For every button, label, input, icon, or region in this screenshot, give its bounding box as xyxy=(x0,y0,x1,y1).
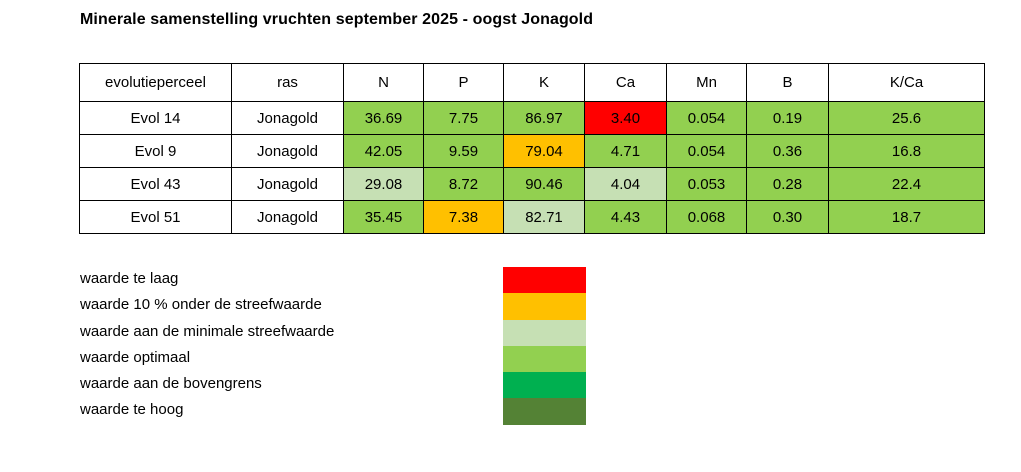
column-header-k-ca: K/Ca xyxy=(828,63,985,102)
table-row: Evol 43 Jonagold 29.08 8.72 90.46 4.04 0.053 0.… xyxy=(79,167,985,201)
legend-color-swatch xyxy=(503,398,586,425)
cell-value: 82.71 xyxy=(503,200,585,234)
legend-label: waarde optimaal xyxy=(80,348,191,366)
cell-value: 22.4 xyxy=(828,167,985,201)
cell-ras: Jonagold xyxy=(231,101,344,135)
cell-value: 0.054 xyxy=(666,101,747,135)
cell-value: 4.43 xyxy=(584,200,667,234)
legend-color-swatch xyxy=(503,345,586,373)
cell-value: 0.053 xyxy=(666,167,747,201)
legend-swatches xyxy=(503,267,586,425)
legend-label: waarde aan de minimale streefwaarde xyxy=(80,322,335,340)
cell-value: 4.04 xyxy=(584,167,667,201)
cell-value: 7.38 xyxy=(423,200,504,234)
cell-value: 0.054 xyxy=(666,134,747,168)
cell-value: 90.46 xyxy=(503,167,585,201)
cell-value: 79.04 xyxy=(503,134,585,168)
legend-color-swatch xyxy=(503,267,586,294)
table-row: Evol 14 Jonagold 36.69 7.75 86.97 3.40 0.054 0.… xyxy=(79,101,985,135)
report-title: Minerale samenstelling vruchten septembe… xyxy=(80,11,594,28)
cell-value: 3.40 xyxy=(584,101,667,135)
legend-color-swatch xyxy=(503,372,586,399)
cell-value: 18.7 xyxy=(828,200,985,234)
cell-value: 0.30 xyxy=(746,200,829,234)
mineral-table: evolutieperceel ras N P K Ca Mn B K/Ca Evol 14 Jo… xyxy=(79,63,985,234)
cell-value: 16.8 xyxy=(828,134,985,168)
cell-value: 36.69 xyxy=(343,101,424,135)
column-header-mn: Mn xyxy=(666,63,747,102)
table-row: Evol 9 Jonagold 42.05 9.59 79.04 4.71 0.054 0.3… xyxy=(79,134,985,168)
cell-value: 0.068 xyxy=(666,200,747,234)
column-header-ras: ras xyxy=(231,63,344,102)
cell-perceel: Evol 51 xyxy=(79,200,232,234)
legend-label: waarde te hoog xyxy=(80,401,184,419)
table-header: evolutieperceel ras N P K Ca Mn B K/Ca xyxy=(79,63,985,102)
column-header-ca: Ca xyxy=(584,63,667,102)
cell-ras: Jonagold xyxy=(231,200,344,234)
cell-value: 86.97 xyxy=(503,101,585,135)
cell-value: 4.71 xyxy=(584,134,667,168)
cell-value: 42.05 xyxy=(343,134,424,168)
table-row: Evol 51 Jonagold 35.45 7.38 82.71 4.43 0.068 0.… xyxy=(79,200,985,234)
legend-labels: waarde te laag waarde 10 % onder de stree… xyxy=(80,266,334,424)
cell-value: 35.45 xyxy=(343,200,424,234)
legend-label: waarde 10 % onder de streefwaarde xyxy=(80,296,322,314)
cell-value: 29.08 xyxy=(343,167,424,201)
column-header-b: B xyxy=(746,63,829,102)
cell-ras: Jonagold xyxy=(231,134,344,168)
cell-value: 25.6 xyxy=(828,101,985,135)
legend-color-swatch xyxy=(503,319,586,346)
column-header-k: K xyxy=(503,63,585,102)
cell-value: 0.28 xyxy=(746,167,829,201)
cell-value: 7.75 xyxy=(423,101,504,135)
legend-label: waarde te laag xyxy=(80,270,179,287)
column-header-p: P xyxy=(423,63,504,102)
cell-value: 9.59 xyxy=(423,134,504,168)
cell-value: 0.19 xyxy=(746,101,829,135)
cell-perceel: Evol 9 xyxy=(79,134,232,168)
legend-label: waarde aan de bovengrens xyxy=(80,375,262,393)
cell-value: 0.36 xyxy=(746,134,829,168)
header-row: evolutieperceel ras N P K Ca Mn B K/Ca xyxy=(79,63,985,102)
cell-value: 8.72 xyxy=(423,167,504,201)
column-header-evolutieperceel: evolutieperceel xyxy=(79,63,232,102)
legend-color-swatch xyxy=(503,293,586,320)
cell-ras: Jonagold xyxy=(231,167,344,201)
table-body: Evol 14 Jonagold 36.69 7.75 86.97 3.40 0.054 0.… xyxy=(79,101,985,234)
cell-perceel: Evol 43 xyxy=(79,167,232,201)
column-header-n: N xyxy=(343,63,424,102)
cell-perceel: Evol 14 xyxy=(79,101,232,135)
